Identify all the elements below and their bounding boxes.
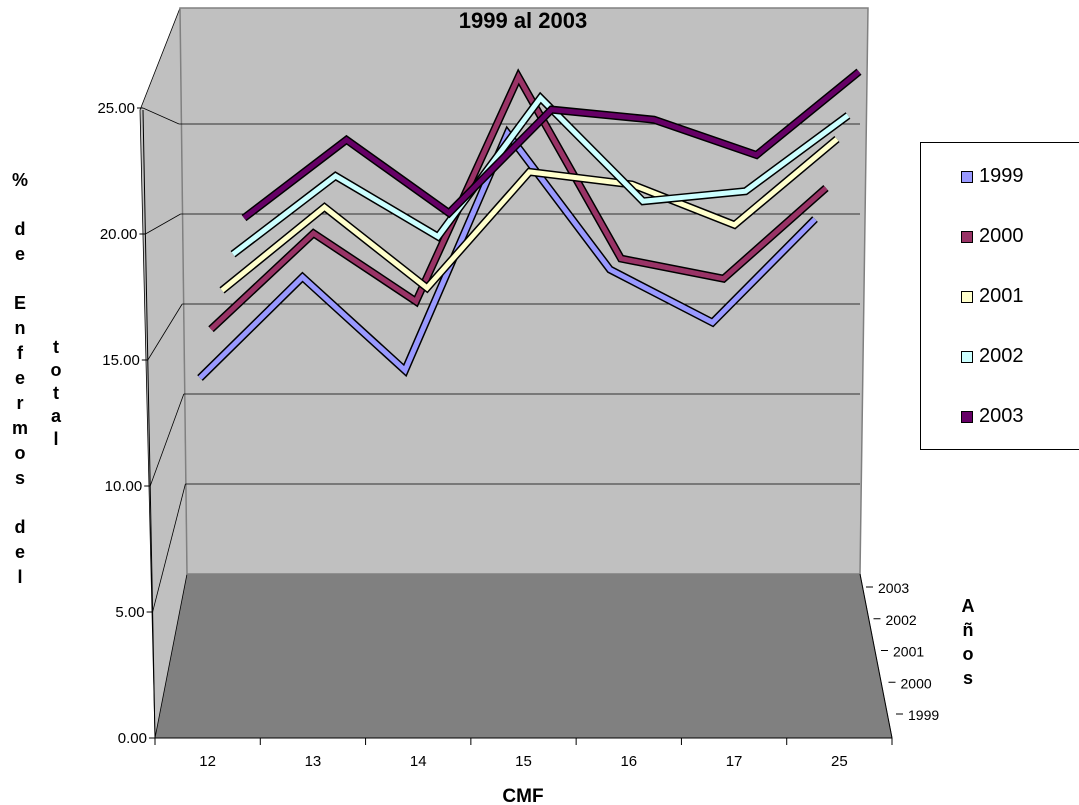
gridline-side bbox=[142, 107, 180, 125]
y-axis-title-char: l bbox=[17, 567, 22, 587]
y-axis-title-char: d bbox=[15, 517, 26, 537]
y-axis-title-char: e bbox=[15, 542, 25, 562]
y-axis-title-char: a bbox=[51, 406, 62, 426]
z-tick-label: 1999 bbox=[908, 707, 939, 723]
y-axis-title-char: o bbox=[15, 443, 26, 463]
z-tick-label: 2002 bbox=[886, 612, 917, 628]
x-tick-label: 13 bbox=[305, 753, 322, 770]
z-tick-label: 2003 bbox=[878, 580, 909, 596]
chart-floor bbox=[154, 573, 893, 739]
y-axis-title-char: t bbox=[53, 383, 59, 403]
x-tick-label: 16 bbox=[620, 753, 637, 770]
y-axis-line bbox=[142, 109, 156, 739]
series-2002 bbox=[230, 91, 851, 258]
legend-label: 2002 bbox=[979, 345, 1024, 367]
x-axis-title: CMF bbox=[502, 786, 543, 805]
z-axis-line bbox=[859, 573, 893, 739]
x-tick-label: 25 bbox=[831, 753, 848, 770]
chart-title: 1999 al 2003 bbox=[459, 8, 587, 33]
gridline-side bbox=[147, 303, 183, 361]
z-axis-title-char: ñ bbox=[963, 620, 974, 640]
y-axis-title-char: o bbox=[51, 360, 62, 380]
legend-item: 2000 bbox=[961, 225, 1024, 248]
y-axis-title-char: f bbox=[17, 343, 24, 363]
y-tick-label: 25.00 bbox=[97, 100, 135, 117]
x-tick-label: 14 bbox=[410, 753, 427, 770]
y-axis-title-char: s bbox=[15, 468, 25, 488]
z-axis-title-char: s bbox=[963, 668, 973, 688]
y-axis-title-char: e bbox=[15, 244, 25, 264]
z-axis-title-char: o bbox=[963, 644, 974, 664]
legend: 1999 2000 2001 2002 2003 bbox=[920, 142, 1079, 450]
gridline-side bbox=[152, 483, 186, 613]
legend-item: 2001 bbox=[961, 285, 1024, 308]
y-axis-title-char: E bbox=[14, 293, 26, 313]
y-axis-title-char: m bbox=[12, 418, 28, 438]
legend-label: 2000 bbox=[979, 225, 1024, 247]
legend-swatch bbox=[961, 230, 973, 243]
legend-item: 2002 bbox=[961, 345, 1024, 368]
legend-label: 2003 bbox=[979, 405, 1024, 427]
legend-label: 1999 bbox=[979, 165, 1024, 187]
legend-swatch bbox=[961, 410, 973, 423]
legend-swatch bbox=[961, 170, 973, 183]
y-axis-title-char: n bbox=[15, 318, 26, 338]
z-axis-title-char: A bbox=[962, 596, 975, 616]
x-tick-label: 17 bbox=[726, 753, 743, 770]
series-2003 bbox=[241, 68, 862, 222]
y-axis-title-char: t bbox=[53, 337, 59, 357]
series-1999 bbox=[197, 125, 818, 381]
legend-label: 2001 bbox=[979, 285, 1024, 307]
series-2000 bbox=[208, 68, 829, 333]
y-axis-title-char: r bbox=[16, 393, 23, 413]
z-tick-label: 2001 bbox=[893, 644, 924, 660]
x-tick-label: 12 bbox=[199, 753, 216, 770]
y-tick-label: 10.00 bbox=[105, 478, 143, 495]
y-tick-label: 20.00 bbox=[100, 226, 138, 243]
y-axis-title-char: % bbox=[12, 170, 28, 190]
y-axis-title-char: e bbox=[15, 368, 25, 388]
y-axis-title-char: l bbox=[53, 429, 58, 449]
z-tick-label: 2000 bbox=[901, 675, 932, 691]
y-tick-label: 5.00 bbox=[115, 604, 144, 621]
legend-item: 2003 bbox=[961, 405, 1024, 428]
gridline-side bbox=[149, 393, 185, 487]
y-tick-label: 15.00 bbox=[102, 352, 140, 369]
legend-swatch bbox=[961, 350, 973, 363]
legend-swatch bbox=[961, 290, 973, 303]
x-tick-label: 15 bbox=[515, 753, 532, 770]
y-axis-title-char: d bbox=[15, 219, 26, 239]
y-tick-label: 0.00 bbox=[118, 730, 147, 747]
gridline-side bbox=[145, 213, 181, 235]
legend-item: 1999 bbox=[961, 165, 1024, 188]
